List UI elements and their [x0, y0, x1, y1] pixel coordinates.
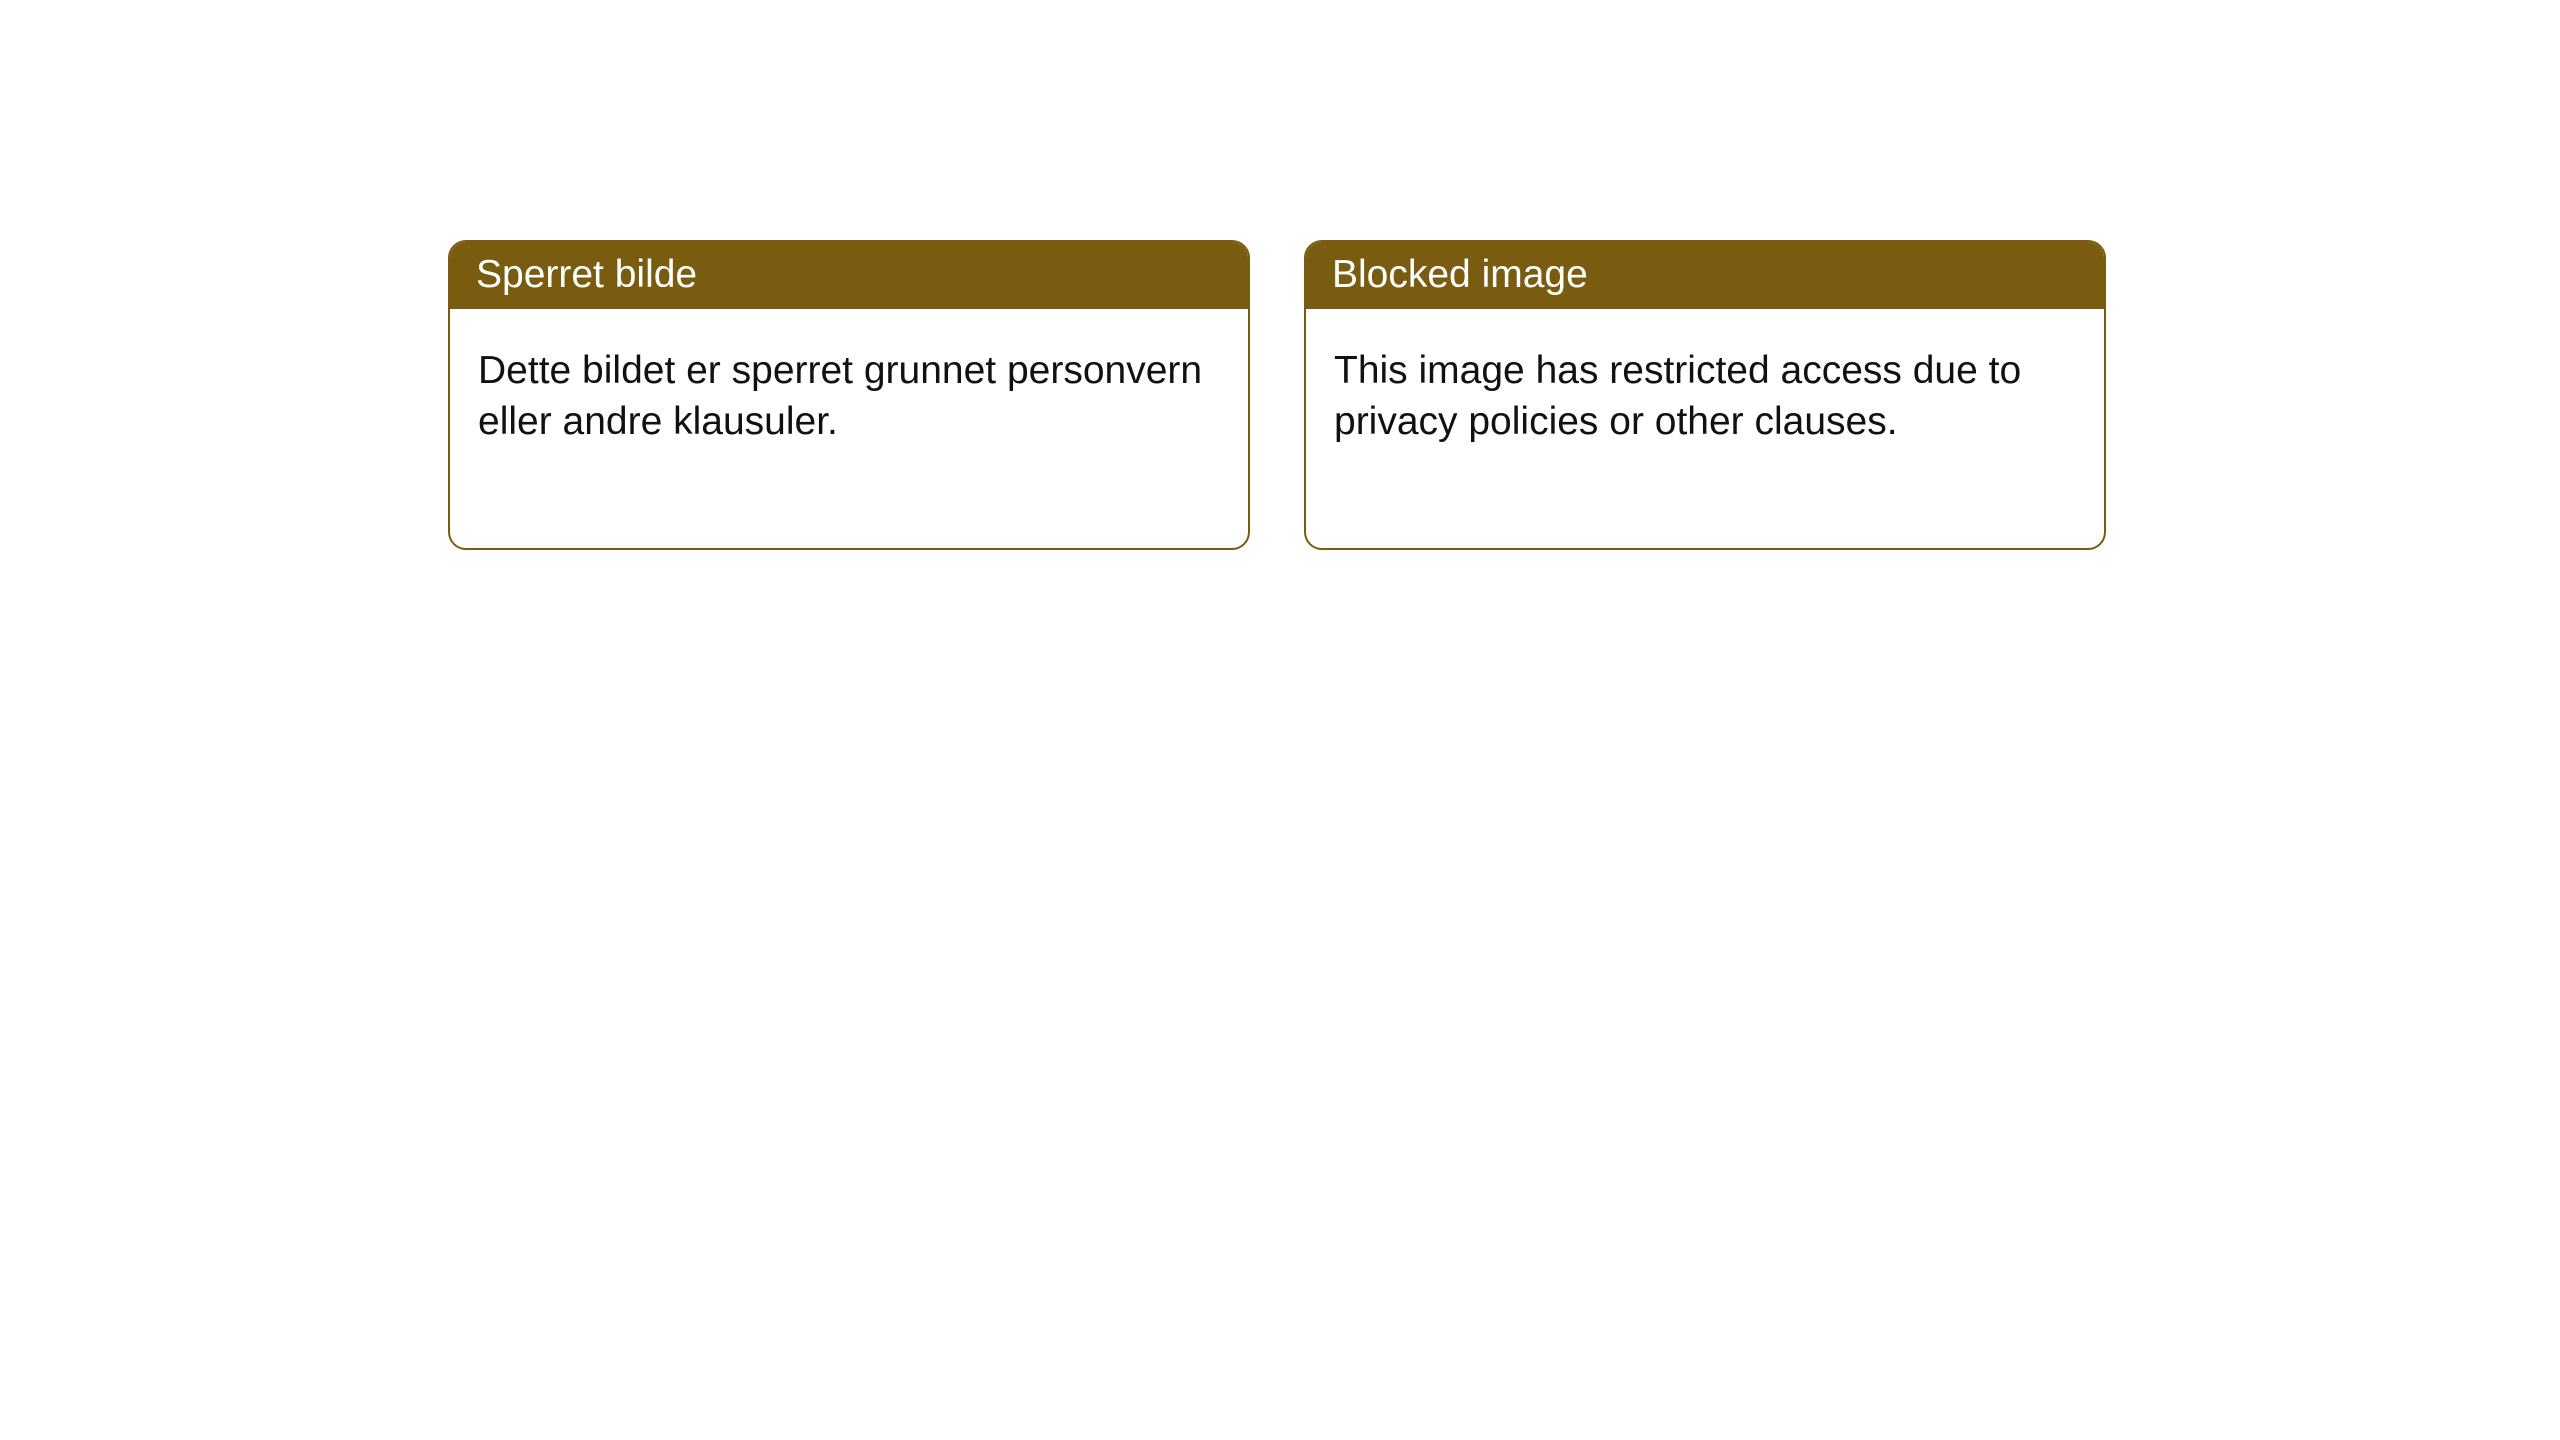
notice-title-norwegian: Sperret bilde [450, 242, 1248, 309]
notice-card-english: Blocked image This image has restricted … [1304, 240, 2106, 550]
notice-container: Sperret bilde Dette bildet er sperret gr… [448, 240, 2560, 550]
notice-title-english: Blocked image [1306, 242, 2104, 309]
notice-body-english: This image has restricted access due to … [1306, 309, 2104, 548]
notice-body-norwegian: Dette bildet er sperret grunnet personve… [450, 309, 1248, 548]
notice-card-norwegian: Sperret bilde Dette bildet er sperret gr… [448, 240, 1250, 550]
